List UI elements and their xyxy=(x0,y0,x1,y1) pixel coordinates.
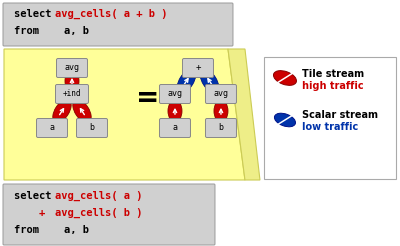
Text: avg_cells( a ): avg_cells( a ) xyxy=(55,191,142,201)
FancyBboxPatch shape xyxy=(3,3,233,46)
Text: a: a xyxy=(50,123,54,133)
FancyBboxPatch shape xyxy=(56,84,88,104)
Text: avg: avg xyxy=(214,90,228,98)
Ellipse shape xyxy=(73,99,91,123)
Text: from    a, b: from a, b xyxy=(14,225,89,235)
FancyBboxPatch shape xyxy=(160,119,190,138)
Text: +: + xyxy=(14,208,52,218)
Text: avg_cells( a + b ): avg_cells( a + b ) xyxy=(55,9,168,19)
Ellipse shape xyxy=(53,99,71,123)
FancyBboxPatch shape xyxy=(76,119,108,138)
Text: +ind: +ind xyxy=(63,90,81,98)
Ellipse shape xyxy=(168,100,182,122)
Text: avg: avg xyxy=(64,63,80,73)
FancyBboxPatch shape xyxy=(264,57,396,179)
Text: select: select xyxy=(14,191,58,201)
Text: select: select xyxy=(14,9,58,19)
Text: b: b xyxy=(218,123,224,133)
FancyBboxPatch shape xyxy=(206,119,236,138)
Text: from    a, b: from a, b xyxy=(14,26,89,36)
Ellipse shape xyxy=(274,71,296,85)
Ellipse shape xyxy=(274,113,296,127)
Text: b: b xyxy=(90,123,94,133)
Text: a: a xyxy=(172,123,178,133)
FancyBboxPatch shape xyxy=(160,84,190,104)
Polygon shape xyxy=(228,49,260,180)
Text: low traffic: low traffic xyxy=(302,122,358,132)
Text: avg: avg xyxy=(168,90,182,98)
Ellipse shape xyxy=(200,69,219,92)
FancyBboxPatch shape xyxy=(36,119,68,138)
Text: +: + xyxy=(195,63,201,73)
Ellipse shape xyxy=(214,100,228,122)
FancyBboxPatch shape xyxy=(206,84,236,104)
Text: Tile stream: Tile stream xyxy=(302,69,364,79)
Text: =: = xyxy=(136,84,160,112)
Text: high traffic: high traffic xyxy=(302,81,364,91)
Text: Scalar stream: Scalar stream xyxy=(302,110,378,120)
FancyBboxPatch shape xyxy=(3,184,215,245)
FancyBboxPatch shape xyxy=(56,59,88,77)
Ellipse shape xyxy=(65,70,79,92)
Polygon shape xyxy=(4,49,245,180)
Text: avg_cells( b ): avg_cells( b ) xyxy=(55,208,142,218)
Ellipse shape xyxy=(177,69,196,92)
FancyBboxPatch shape xyxy=(182,59,214,77)
